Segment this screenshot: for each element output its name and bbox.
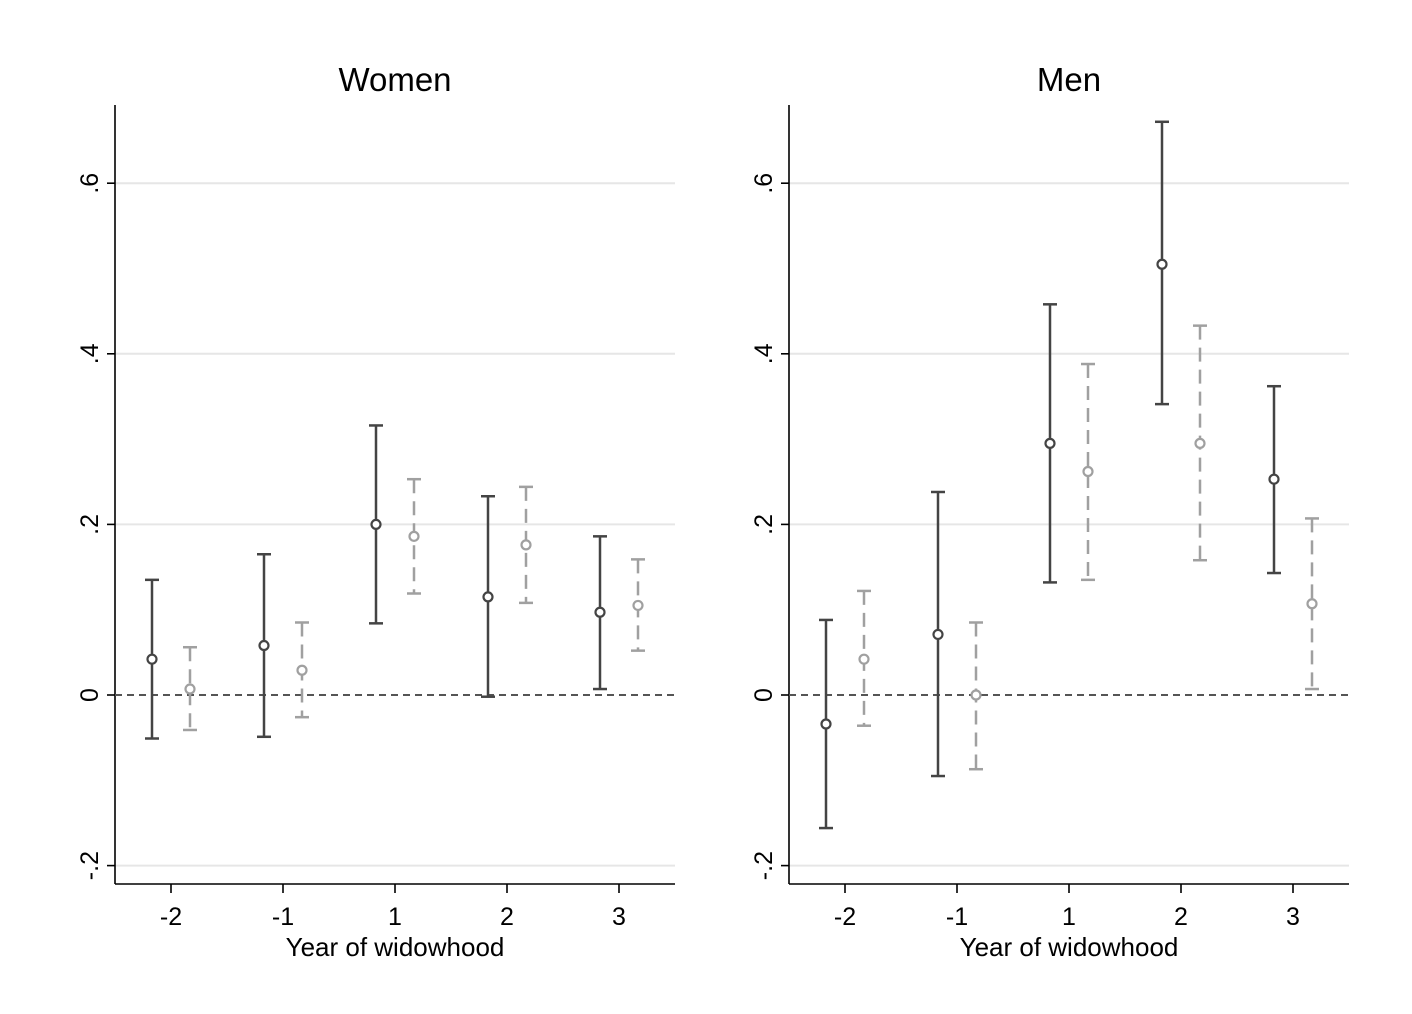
panel-title: Men: [1037, 61, 1101, 98]
x-axis-label: Year of widowhood: [286, 932, 505, 962]
y-tick-label: .4: [76, 343, 104, 364]
estimate-point: [594, 606, 606, 618]
y-tick-label: 0: [750, 688, 778, 702]
x-tick-label: 2: [500, 903, 514, 931]
estimate-point: [296, 664, 308, 676]
y-tick-label: -.2: [76, 851, 104, 880]
estimate-point: [1156, 258, 1168, 270]
y-tick-label: .2: [76, 514, 104, 535]
estimate-point: [408, 530, 420, 542]
estimate-point: [1082, 465, 1094, 478]
panel-women: -.2 0 .2 .4 .6 -2 -1 1 2 3 Women Year of widowhood: [76, 61, 675, 962]
x-tick-label: 3: [1286, 903, 1300, 931]
estimate-point: [520, 539, 532, 551]
panel-men: -.2 0 .2 .4 .6 -2 -1 1 2 3 Men Year of widowhood: [750, 61, 1349, 962]
estimate-point: [370, 518, 382, 531]
x-axis-label: Year of widowhood: [960, 932, 1179, 962]
y-tick-label: .4: [750, 343, 778, 364]
y-tick-label: 0: [76, 688, 104, 702]
estimate-point: [1268, 473, 1280, 485]
estimate-point: [482, 591, 494, 603]
y-tick-label: .6: [76, 173, 104, 194]
estimate-point: [820, 718, 832, 730]
y-tick-label: -.2: [750, 851, 778, 880]
estimate-point: [932, 628, 944, 641]
estimate-point: [858, 653, 870, 665]
x-tick-label: -2: [834, 903, 856, 931]
estimate-point: [258, 639, 270, 652]
estimate-point: [1044, 437, 1056, 449]
estimate-point: [1194, 437, 1206, 449]
x-tick-label: 3: [612, 903, 626, 931]
y-tick-label: .2: [750, 514, 778, 535]
y-tick-label: .6: [750, 173, 778, 194]
x-tick-label: -2: [160, 903, 182, 931]
x-tick-label: -1: [946, 903, 968, 931]
estimate-point: [970, 689, 982, 701]
panel-title: Women: [338, 61, 451, 98]
estimate-point: [146, 653, 158, 665]
x-tick-label: 2: [1174, 903, 1188, 931]
x-tick-label: 1: [1062, 903, 1076, 931]
estimate-point: [1306, 598, 1318, 610]
x-tick-label: 1: [388, 903, 402, 931]
x-tick-label: -1: [272, 903, 294, 931]
estimate-point: [632, 599, 644, 612]
estimate-point: [184, 683, 196, 695]
